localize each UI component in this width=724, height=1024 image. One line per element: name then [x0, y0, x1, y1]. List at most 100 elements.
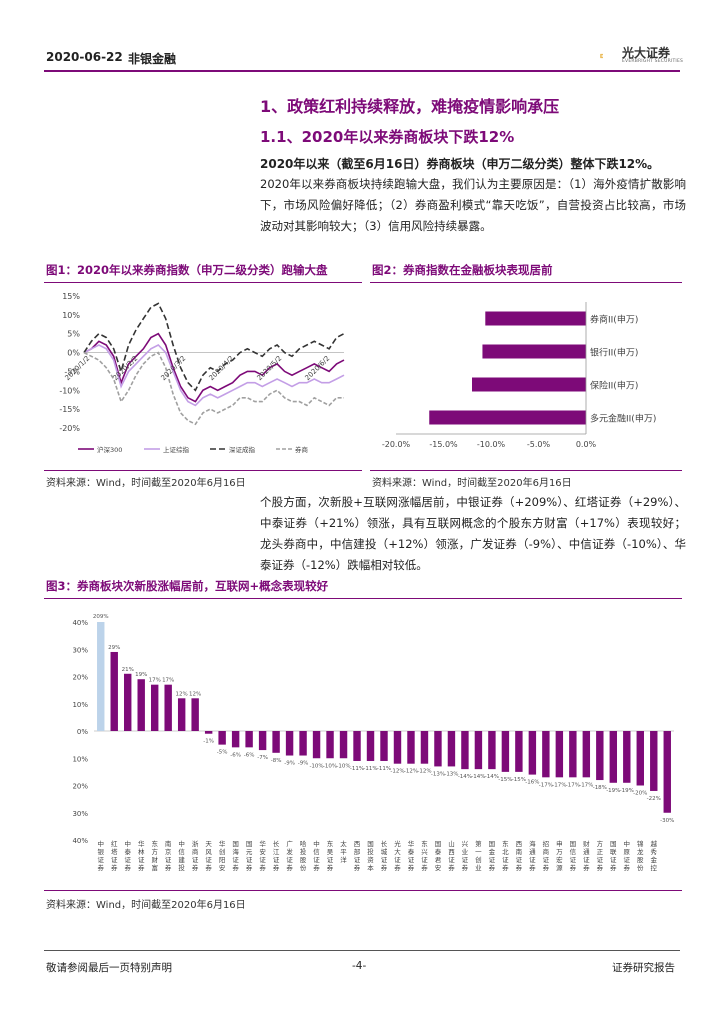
- fig3-category-char: 控: [651, 863, 658, 872]
- fig3-category-char: 证: [286, 856, 293, 864]
- fig3-category-char: 资: [367, 855, 374, 864]
- fig3-category-char: 泰: [435, 847, 442, 856]
- fig3-category-char: 华: [259, 839, 266, 848]
- fig2-bar: [482, 344, 586, 359]
- fig3-category-char: 券: [138, 863, 145, 872]
- fig3-data-label: -16%: [525, 780, 539, 786]
- fig3-data-label: -19%: [620, 788, 634, 794]
- fig3-category-char: 创: [475, 855, 482, 864]
- fig3-category-char: 中: [97, 839, 104, 848]
- fig3-bar: [461, 731, 469, 770]
- fig3-data-label: -6%: [230, 752, 241, 758]
- fig3-data-label: -11%: [363, 766, 377, 772]
- fig3-ytick-label: 0%: [77, 728, 88, 736]
- fig2-bar: [485, 311, 586, 326]
- fig1-ytick-label: -5%: [64, 367, 80, 376]
- fig3-category-char: 投: [367, 847, 374, 856]
- fig3-category-char: 证: [610, 856, 617, 864]
- fig3-bar: [434, 731, 442, 767]
- fig3-ytick-label: 10%: [72, 755, 88, 763]
- fig2-top-rule: [370, 282, 682, 283]
- lead-sentence: 2020年以来（截至6月16日）券商板块（申万二级分类）整体下跌12%。: [260, 157, 660, 171]
- fig3-bar: [285, 731, 294, 756]
- fig3-category-char: 财: [151, 855, 158, 864]
- fig3-category-char: 西: [354, 840, 361, 848]
- fig1-series-line: [83, 302, 345, 392]
- fig3-bar: [231, 731, 240, 748]
- fig3-data-label: -14%: [471, 774, 485, 780]
- fig3-bar: [474, 731, 483, 770]
- fig3-bar: [582, 731, 591, 778]
- fig3-category-char: 国: [489, 840, 496, 848]
- fig3-category-char: 平: [340, 848, 347, 856]
- fig3-category-char: 光: [394, 839, 401, 848]
- fig3-category-char: 券: [232, 863, 239, 872]
- fig3-category-char: 份: [300, 863, 307, 872]
- fig3-data-label: -7%: [257, 755, 268, 761]
- footer-report-type: 证券研究报告: [612, 962, 675, 974]
- fig3-category-char: 部: [354, 847, 361, 856]
- fig3-category-char: 太: [340, 839, 347, 848]
- fig3-ytick-label: 30%: [72, 646, 88, 654]
- fig3-bar: [137, 679, 145, 731]
- fig1-bottom-rule: [44, 470, 362, 471]
- fig2-category-label: 银行II(申万): [590, 347, 638, 359]
- fig1-ytick-label: 10%: [62, 311, 80, 320]
- header-rule: [44, 70, 680, 72]
- fig1-legend-label: 沪深300: [97, 445, 122, 454]
- fig3-category-char: 金: [489, 847, 496, 856]
- fig3-bar: [164, 684, 172, 731]
- fig3-category-char: 西: [448, 848, 455, 856]
- fig3-category-char: 券: [259, 863, 266, 872]
- fig3-category-char: 长: [273, 839, 280, 848]
- fig3-data-label: -17%: [566, 782, 580, 788]
- fig3-bar: [420, 731, 429, 764]
- fig3-bar: [191, 698, 199, 731]
- fig3-category-char: 浙: [192, 839, 199, 848]
- fig3-category-char: 天: [205, 840, 212, 848]
- fig3-category-char: 中: [178, 839, 185, 848]
- fig3-data-label: -15%: [512, 777, 526, 783]
- fig3-category-char: 国: [610, 840, 617, 848]
- fig1-line-chart: 15%10%5%0%-5%-10%-15%-20%2020/1/2 2020/2/…: [59, 292, 345, 454]
- fig1-title: 图1：2020年以来券商指数（申万二级分类）跑输大盘: [46, 263, 328, 277]
- fig3-bar-chart: 40% 30% 20% 10% 0% 10% 20% 30% 40% 209% 中银证券 29% 红塔证…: [72, 614, 674, 872]
- fig3-category-char: 信: [178, 847, 185, 856]
- fig3-category-char: 宏: [556, 855, 563, 864]
- fig3-data-label: 17%: [162, 678, 174, 684]
- fig1-legend-label: 券商: [295, 445, 309, 454]
- fig3-category-char: 证: [489, 856, 496, 864]
- fig1-series-line: [83, 351, 344, 426]
- fig1-legend-label: 深证成指: [229, 445, 256, 454]
- fig3-category-char: 证: [327, 856, 334, 864]
- fig3-data-label: -11%: [350, 766, 364, 772]
- fig3-bar: [488, 731, 496, 770]
- fig3-category-char: 南: [165, 839, 172, 848]
- fig3-category-char: 申: [556, 839, 563, 848]
- fig3-data-label: -11%: [377, 766, 391, 772]
- fig3-category-char: 哈: [300, 839, 307, 848]
- fig2-xtick-label: -15.0%: [429, 440, 458, 449]
- fig3-data-label: -12%: [417, 769, 431, 775]
- fig2-bottom-rule: [370, 470, 682, 471]
- fig2-category-label: 多元金融II(申万): [590, 413, 656, 425]
- fig3-bar: [218, 731, 226, 745]
- fig3-category-char: 国: [232, 840, 239, 848]
- fig3-data-label: -10%: [336, 763, 350, 769]
- fig3-category-char: 证: [138, 856, 145, 864]
- fig3-category-char: 证: [273, 856, 280, 864]
- fig3-category-char: 塔: [111, 847, 118, 856]
- fig2-source: 资料来源：Wind，时间截至2020年6月16日: [372, 478, 572, 489]
- fig3-bar: [623, 731, 631, 783]
- fig3-category-char: 份: [637, 863, 644, 872]
- fig3-category-char: 券: [286, 863, 293, 872]
- fig3-category-char: 西: [516, 840, 523, 848]
- fig3-category-char: 中: [624, 839, 631, 848]
- fig3-category-char: 元: [246, 848, 253, 856]
- fig3-category-char: 证: [232, 856, 239, 864]
- fig3-category-char: 业: [462, 847, 469, 856]
- fig3-category-char: 江: [273, 848, 280, 856]
- fig3-bar: [272, 731, 280, 753]
- fig3-category-char: 证: [124, 856, 131, 864]
- fig3-data-label: -20%: [633, 791, 647, 797]
